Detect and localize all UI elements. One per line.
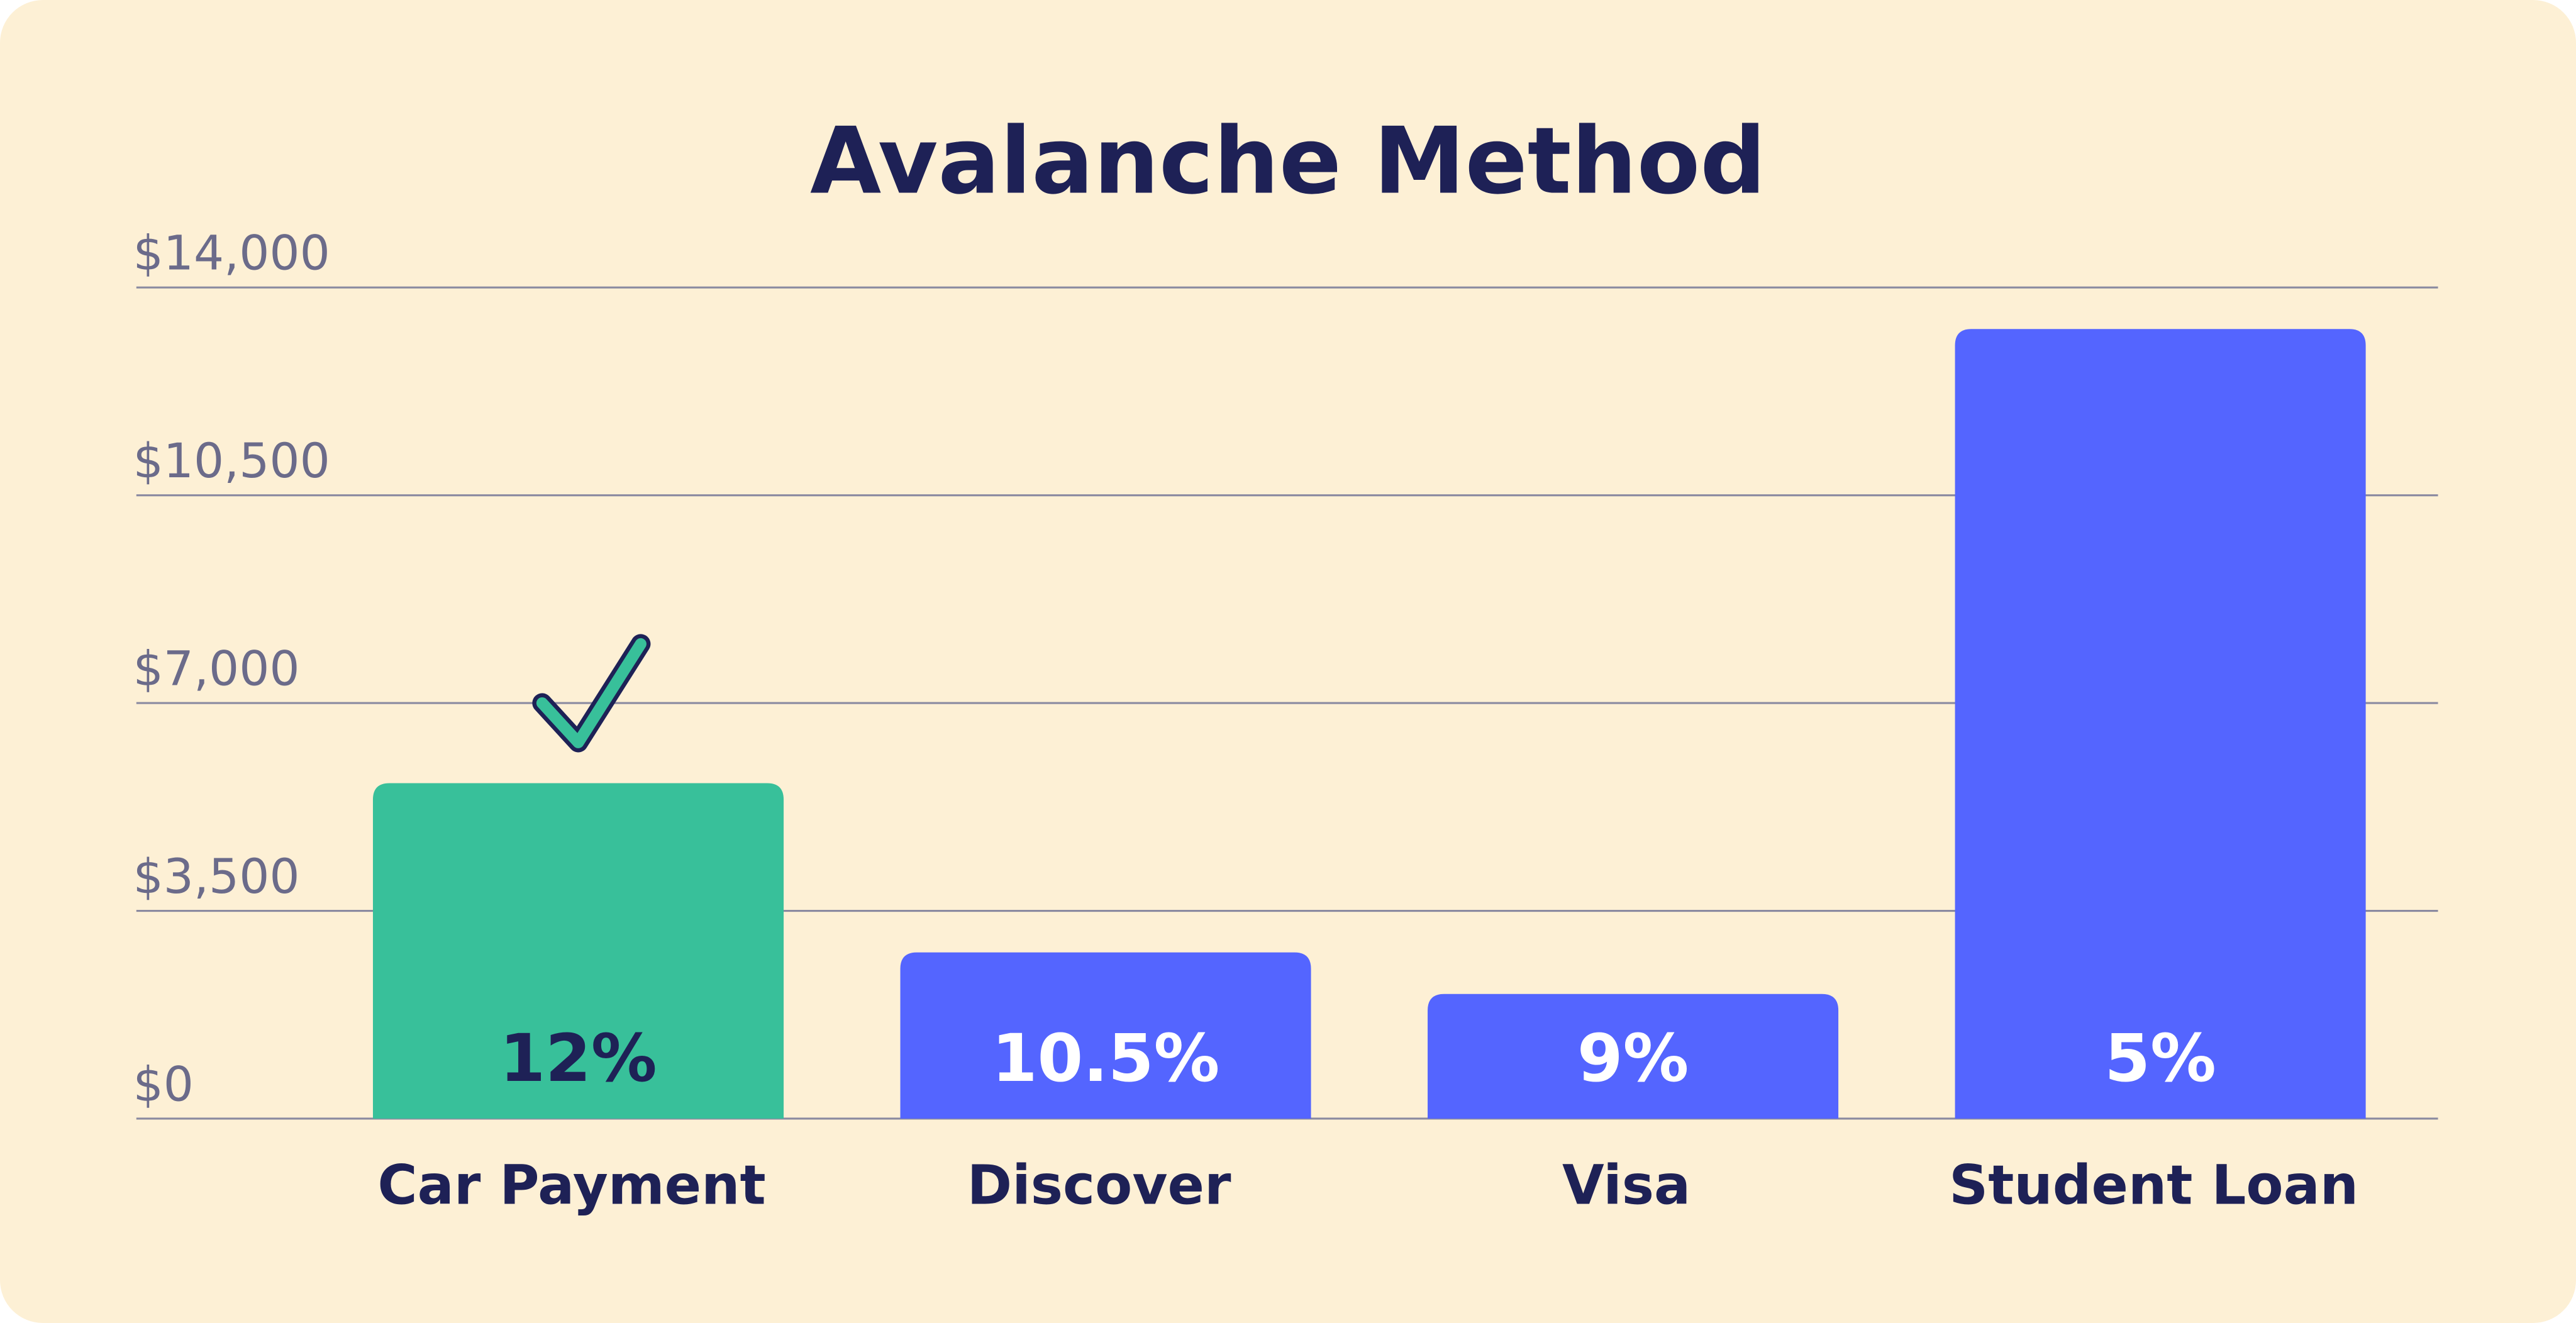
y-tick-label: $3,500 xyxy=(133,849,300,904)
plot: $0 $3,500 $7,000 $10,500 $14,000 12% Car Payme… xyxy=(133,226,2438,1217)
y-tick-label: $14,000 xyxy=(133,226,330,281)
y-tick-label: $7,000 xyxy=(133,641,300,696)
bar-label: 9% xyxy=(1577,1020,1689,1097)
chart-title: Avalanche Method xyxy=(810,108,1766,215)
bar xyxy=(1955,329,2366,1119)
y-tick-label: $0 xyxy=(133,1056,194,1112)
bar xyxy=(1428,994,1839,1119)
x-tick-label: Discover xyxy=(967,1154,1231,1217)
x-tick-label: Student Loan xyxy=(1949,1154,2358,1217)
x-tick-label: Visa xyxy=(1562,1154,1690,1217)
x-tick-label: Car Payment xyxy=(377,1154,765,1217)
bar xyxy=(372,783,784,1119)
bar-label: 5% xyxy=(2104,1020,2216,1097)
bar-label: 12% xyxy=(499,1020,657,1097)
y-tick-label: $10,500 xyxy=(133,433,330,489)
bar-label: 10.5% xyxy=(992,1020,1219,1097)
bar xyxy=(900,952,1311,1119)
check-icon xyxy=(536,638,647,748)
